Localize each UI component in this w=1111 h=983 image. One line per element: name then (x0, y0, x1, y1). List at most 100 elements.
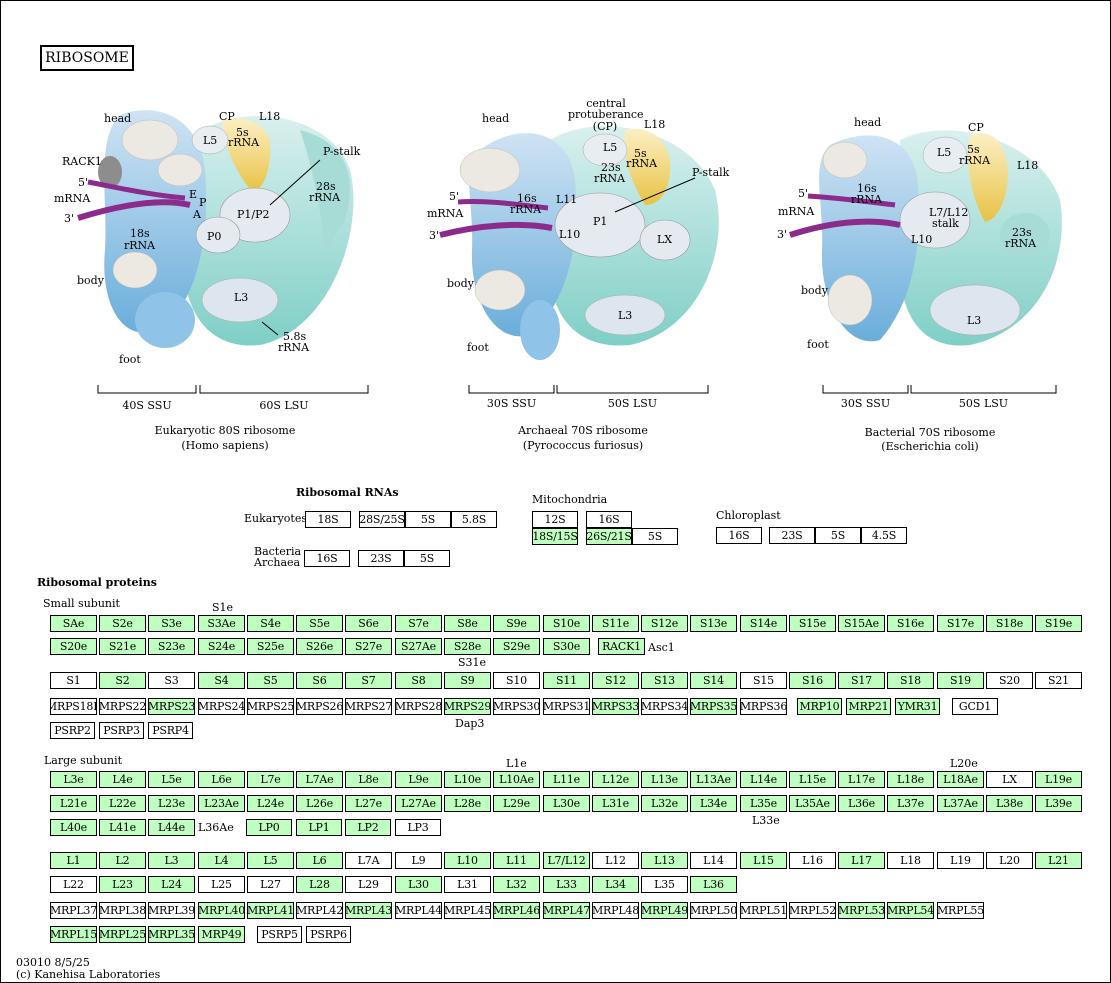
gene-box-l40e[interactable]: L40e (50, 819, 97, 836)
gene-box-s8[interactable]: S8 (395, 672, 442, 689)
gene-box-l41e[interactable]: L41e (99, 819, 146, 836)
gene-box-l7a[interactable]: L7A (345, 852, 392, 869)
gene-box-l22e[interactable]: L22e (99, 795, 146, 812)
gene-box-l28[interactable]: L28 (296, 876, 343, 893)
gene-box-l24e[interactable]: L24e (247, 795, 294, 812)
gene-box-mrpl44[interactable]: MRPL44 (395, 902, 442, 919)
gene-box-s18[interactable]: S18 (887, 672, 934, 689)
gene-box-l3e[interactable]: L3e (50, 771, 97, 788)
gene-box-lx[interactable]: LX (986, 771, 1033, 788)
gene-box-26s-21s[interactable]: 26S/21S (586, 528, 632, 545)
gene-box-mrpl55[interactable]: MRPL55 (937, 902, 984, 919)
gene-box-l18e[interactable]: L18e (887, 771, 934, 788)
gene-box-5s[interactable]: 5S (632, 528, 678, 545)
gene-box-psrp6[interactable]: PSRP6 (306, 926, 351, 943)
gene-box-l27ae[interactable]: L27Ae (395, 795, 442, 812)
gene-box-18s[interactable]: 18S (305, 511, 351, 528)
gene-box-s6e[interactable]: S6e (345, 615, 392, 632)
gene-box-l31[interactable]: L31 (444, 876, 491, 893)
gene-box-23s[interactable]: 23S (358, 550, 404, 567)
gene-box-mrpl49[interactable]: MRPL49 (641, 902, 688, 919)
gene-box-l23ae[interactable]: L23Ae (198, 795, 245, 812)
gene-box-mrps30[interactable]: MRPS30 (493, 698, 540, 715)
gene-box-l20[interactable]: L20 (986, 852, 1033, 869)
gene-box-mrps36[interactable]: MRPS36 (740, 698, 787, 715)
gene-box-l13ae[interactable]: L13Ae (690, 771, 737, 788)
gene-box-mrps25[interactable]: MRPS25 (247, 698, 294, 715)
gene-box-s20[interactable]: S20 (986, 672, 1033, 689)
gene-box-4-5s[interactable]: 4.5S (861, 527, 907, 544)
gene-box-mrpl42[interactable]: MRPL42 (296, 902, 343, 919)
gene-box-lp1[interactable]: LP1 (296, 819, 342, 836)
gene-box-s24e[interactable]: S24e (198, 638, 245, 655)
gene-box-s27e[interactable]: S27e (345, 638, 392, 655)
gene-box-l7e[interactable]: L7e (247, 771, 294, 788)
gene-box-s3ae[interactable]: S3Ae (198, 615, 245, 632)
gene-box-16s[interactable]: 16S (716, 527, 762, 544)
gene-box-l6[interactable]: L6 (296, 852, 343, 869)
gene-box-mrps27[interactable]: MRPS27 (345, 698, 392, 715)
gene-box-mrpl40[interactable]: MRPL40 (198, 902, 245, 919)
gene-box-s4e[interactable]: S4e (247, 615, 294, 632)
gene-box-l5e[interactable]: L5e (148, 771, 195, 788)
gene-box-mrpl50[interactable]: MRPL50 (690, 902, 737, 919)
gene-box-l19[interactable]: L19 (937, 852, 984, 869)
gene-box-l2[interactable]: L2 (99, 852, 146, 869)
gene-box-psrp2[interactable]: PSRP2 (50, 722, 95, 739)
gene-box-mrpl48[interactable]: MRPL48 (592, 902, 639, 919)
gene-box-l10[interactable]: L10 (444, 852, 491, 869)
gene-box-mrps29[interactable]: MRPS29 (444, 698, 491, 715)
gene-box-mrps18b[interactable]: MRPS18B (50, 698, 97, 715)
gene-box-mrp10[interactable]: MRP10 (797, 698, 842, 715)
gene-box-l35ae[interactable]: L35Ae (789, 795, 836, 812)
gene-box-s21e[interactable]: S21e (99, 638, 146, 655)
gene-box-l6e[interactable]: L6e (198, 771, 245, 788)
gene-box-s17e[interactable]: S17e (937, 615, 984, 632)
gene-box-l30[interactable]: L30 (395, 876, 442, 893)
gene-box-mrpl38[interactable]: MRPL38 (99, 902, 146, 919)
gene-box-mrps22[interactable]: MRPS22 (99, 698, 146, 715)
gene-box-mrpl39[interactable]: MRPL39 (148, 902, 195, 919)
gene-box-mrps23[interactable]: MRPS23 (148, 698, 195, 715)
gene-box-mrps34[interactable]: MRPS34 (641, 698, 688, 715)
gene-box-l4[interactable]: L4 (198, 852, 245, 869)
gene-box-s25e[interactable]: S25e (247, 638, 294, 655)
gene-box-s3e[interactable]: S3e (148, 615, 195, 632)
gene-box-s7[interactable]: S7 (345, 672, 392, 689)
gene-box-5s[interactable]: 5S (404, 550, 450, 567)
gene-box-mrps33[interactable]: MRPS33 (592, 698, 639, 715)
gene-box-mrpl52[interactable]: MRPL52 (789, 902, 836, 919)
gene-box-mrpl45[interactable]: MRPL45 (444, 902, 491, 919)
gene-box-s19[interactable]: S19 (937, 672, 984, 689)
gene-box-l34[interactable]: L34 (592, 876, 639, 893)
gene-box-l32e[interactable]: L32e (641, 795, 688, 812)
gene-box-l16[interactable]: L16 (789, 852, 836, 869)
gene-box-l39e[interactable]: L39e (1035, 795, 1082, 812)
gene-box-s2[interactable]: S2 (99, 672, 146, 689)
gene-box-l12[interactable]: L12 (592, 852, 639, 869)
gene-box-s2e[interactable]: S2e (99, 615, 146, 632)
gene-box-mrpl41[interactable]: MRPL41 (247, 902, 294, 919)
gene-box-s6[interactable]: S6 (296, 672, 343, 689)
gene-box-s15ae[interactable]: S15Ae (838, 615, 885, 632)
gene-box-s18e[interactable]: S18e (986, 615, 1033, 632)
gene-box-mrps24[interactable]: MRPS24 (198, 698, 245, 715)
gene-box-l17[interactable]: L17 (838, 852, 885, 869)
gene-box-lp0[interactable]: LP0 (246, 819, 292, 836)
gene-box-s21[interactable]: S21 (1035, 672, 1082, 689)
gene-box-s26e[interactable]: S26e (296, 638, 343, 655)
gene-box-mrpl15[interactable]: MRPL15 (50, 926, 97, 943)
gene-box-l5[interactable]: L5 (247, 852, 294, 869)
gene-box-s30e[interactable]: S30e (543, 638, 590, 655)
gene-box-16s[interactable]: 16S (586, 511, 632, 528)
gene-box-s4[interactable]: S4 (198, 672, 245, 689)
gene-box-s17[interactable]: S17 (838, 672, 885, 689)
gene-box-s19e[interactable]: S19e (1035, 615, 1082, 632)
gene-box-s16[interactable]: S16 (789, 672, 836, 689)
gene-box-l35e[interactable]: L35e (740, 795, 787, 812)
gene-box-s3[interactable]: S3 (148, 672, 195, 689)
gene-box-s29e[interactable]: S29e (493, 638, 540, 655)
gene-box-l11e[interactable]: L11e (543, 771, 590, 788)
gene-box-mrpl43[interactable]: MRPL43 (345, 902, 392, 919)
gene-box-psrp4[interactable]: PSRP4 (148, 722, 193, 739)
